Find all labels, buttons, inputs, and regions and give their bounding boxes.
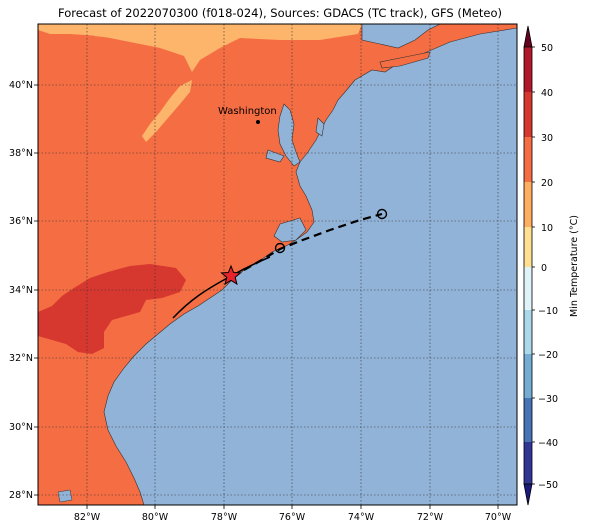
map-frame [37,23,518,506]
colorbar-tick: 50 [541,43,553,54]
colorbar-tick: −10 [538,306,558,317]
colorbar-label: Min Temperature (°C) [569,215,580,317]
lon-label: 76°W [279,512,306,523]
forecast-point [274,242,286,254]
map-title: Forecast of 2022070300 (f018-024), Sourc… [58,6,502,20]
lat-label: 36°N [9,216,33,227]
lat-label: 34°N [9,285,33,296]
lat-label: 32°N [9,353,33,364]
lon-label: 70°W [485,512,512,523]
lat-label: 30°N [9,422,33,433]
storm-star-icon [220,264,242,286]
colorbar-tick: 10 [541,223,553,234]
track-forecast [243,212,383,271]
land-area [38,24,517,505]
colorbar-tick: −50 [538,480,558,491]
colorbar-tick: 40 [541,88,553,99]
mild-region-ridge [142,80,192,142]
lon-label: 78°W [211,512,238,523]
lat-label: 28°N [9,490,33,501]
mild-region-north [38,24,362,72]
colorbar-tick: 0 [541,263,547,274]
colorbar [523,25,533,506]
lat-label: 38°N [9,148,33,159]
colorbar-tick: −20 [538,350,558,361]
colorbar-tick: −40 [538,438,558,449]
washington-marker [256,120,260,124]
forecast-point [376,208,388,220]
lon-label: 82°W [74,512,101,523]
colorbar-tick: 20 [541,178,553,189]
colorbar-tick: 30 [541,133,553,144]
lat-label: 40°N [9,80,33,91]
lon-label: 80°W [142,512,169,523]
lon-label: 72°W [417,512,444,523]
colorbar-tick: −30 [538,394,558,405]
chesapeake-bay [277,103,301,167]
washington-label: Washington [218,106,277,117]
lon-label: 74°W [348,512,375,523]
gridlines [38,24,517,505]
